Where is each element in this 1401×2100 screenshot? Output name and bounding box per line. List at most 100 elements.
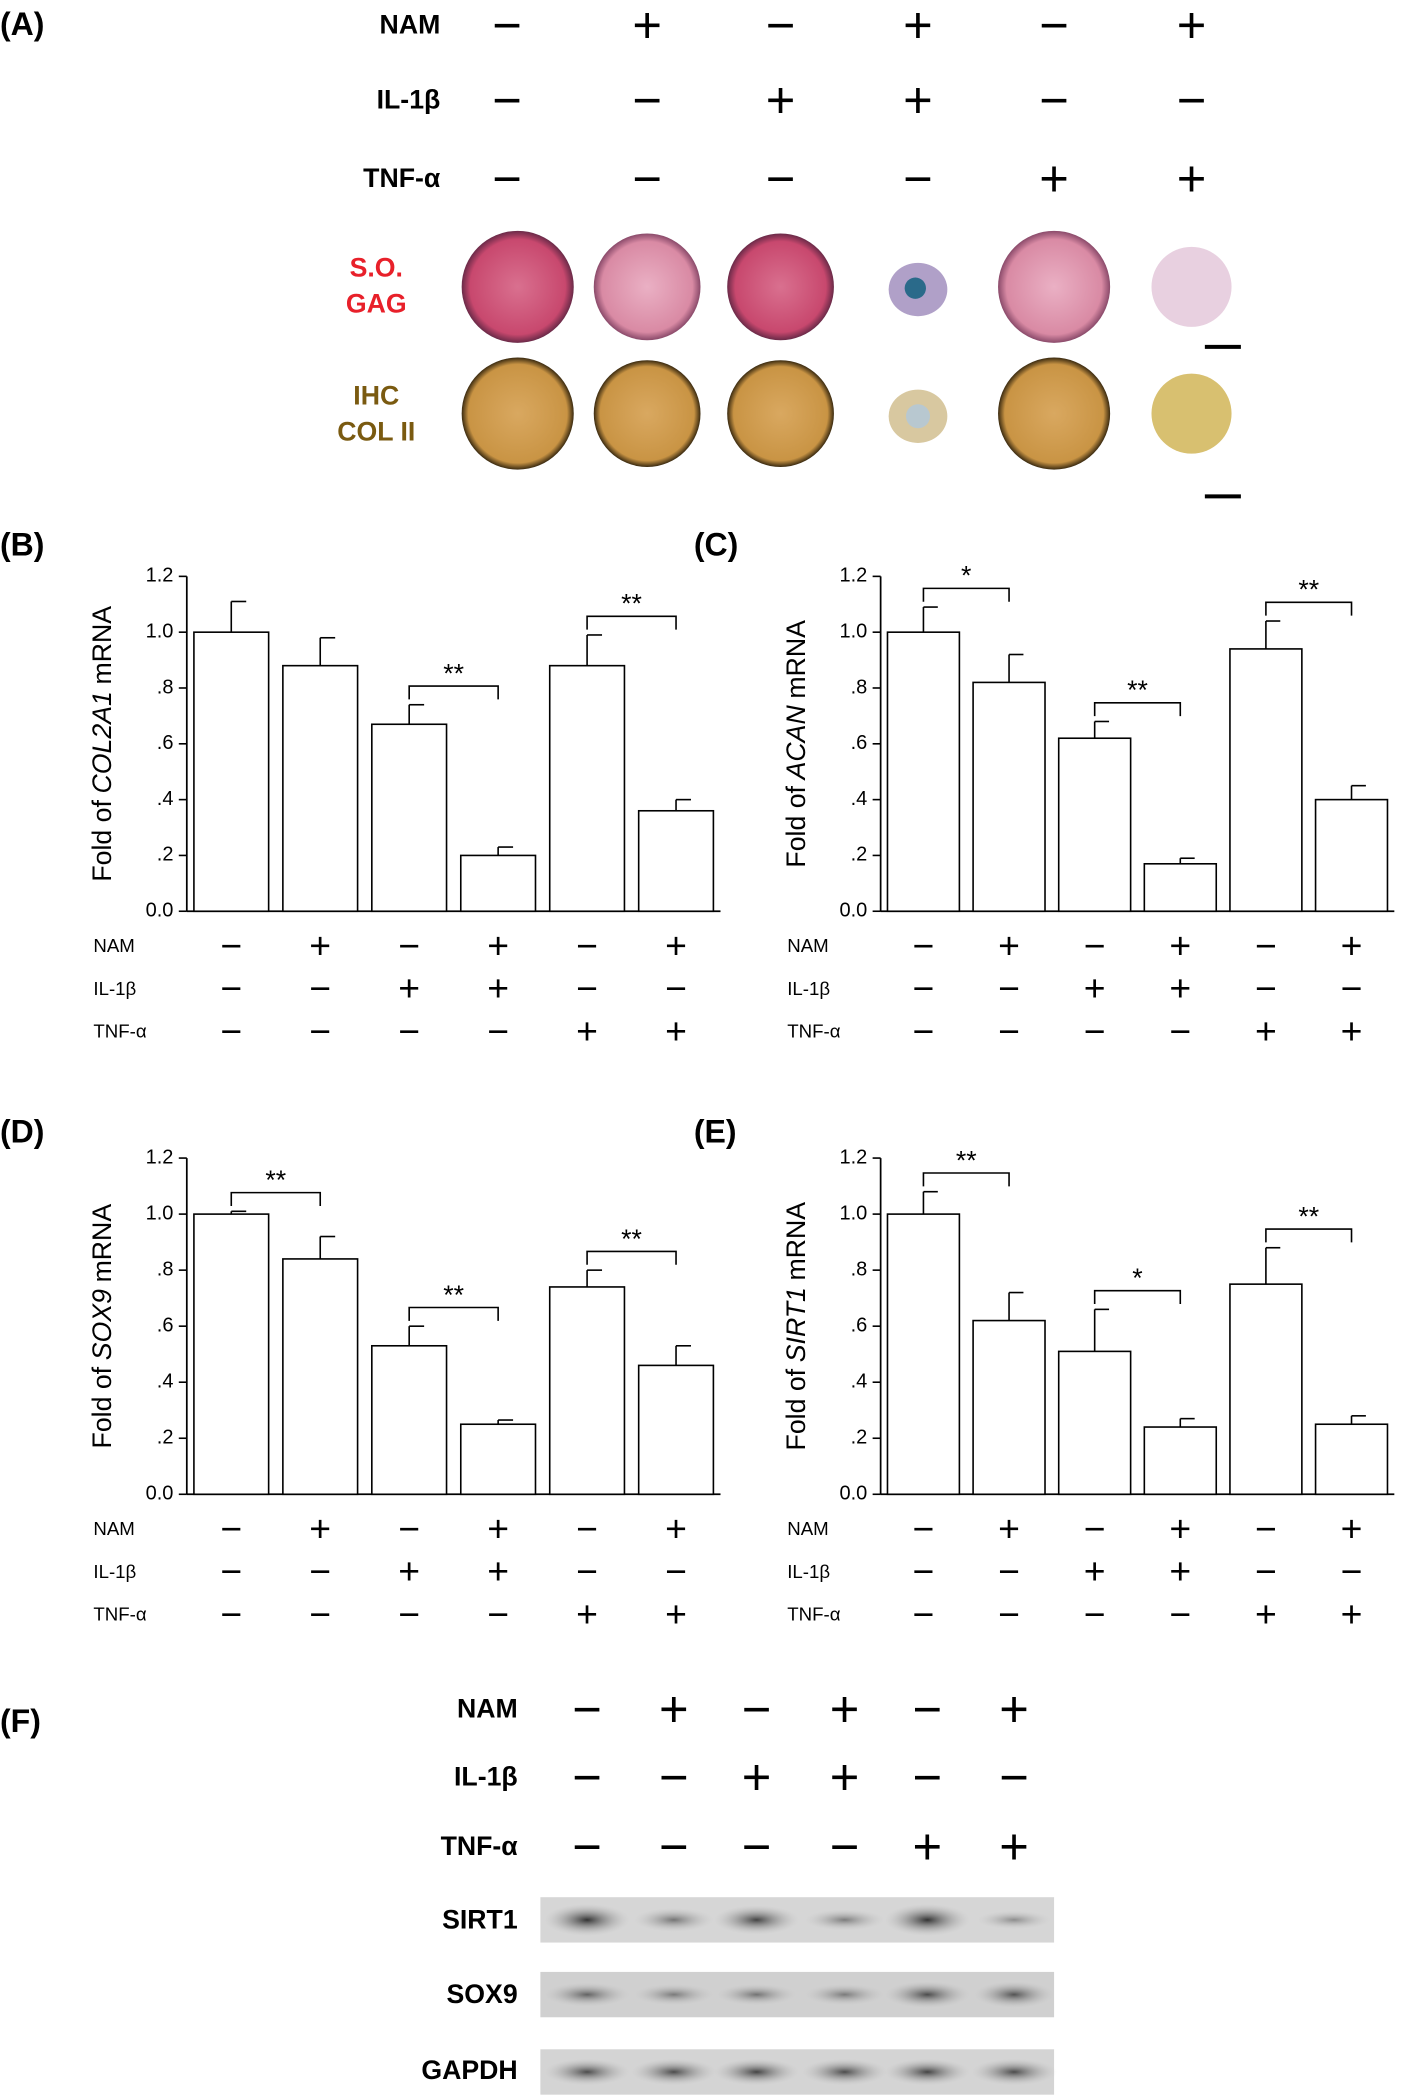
panel-label: (B) (0, 526, 44, 562)
y-label-gene: SOX9 (87, 1289, 117, 1360)
y-tick-label: 1.0 (146, 1202, 174, 1224)
sign: − (1341, 967, 1363, 1009)
condition-label: TNF-α (93, 1021, 146, 1042)
bar (371, 723, 448, 913)
sign: + (665, 1593, 687, 1635)
band (884, 1903, 971, 1936)
bar (193, 631, 270, 913)
row-label: NAM (380, 10, 441, 40)
sign: − (659, 1749, 689, 1806)
bar (972, 1319, 1046, 1496)
stain-image (998, 230, 1111, 343)
sign: + (903, 71, 933, 128)
significance-bracket (1265, 1228, 1353, 1243)
y-axis-label: Fold of SOX9 mRNA (87, 1204, 117, 1449)
sign: + (998, 924, 1020, 966)
bar (193, 1213, 270, 1496)
sign: − (398, 1010, 420, 1052)
significance-bracket (586, 615, 677, 630)
y-label-suffix: mRNA (781, 620, 811, 699)
sign: − (998, 1010, 1020, 1052)
significance-label: ** (1298, 1201, 1319, 1231)
sign: − (309, 1550, 331, 1592)
sign: + (309, 924, 331, 966)
sign: − (398, 1507, 420, 1549)
sign: − (913, 1010, 935, 1052)
sign: + (1341, 1010, 1363, 1052)
sign: − (572, 1818, 602, 1875)
condition-label: NAM (787, 935, 828, 956)
sign: + (487, 1507, 509, 1549)
sign: + (1169, 924, 1191, 966)
sign: − (220, 967, 242, 1009)
sign: − (572, 1749, 602, 1806)
sign: − (1255, 967, 1277, 1009)
sign: − (1084, 1593, 1106, 1635)
sign: − (913, 1550, 935, 1592)
sign: − (913, 924, 935, 966)
significance-label: ** (443, 1280, 464, 1310)
y-label-prefix: Fold of (87, 1366, 117, 1448)
significance-label: ** (1127, 675, 1148, 705)
significance-bracket (408, 685, 499, 700)
stain-image (727, 360, 834, 467)
y-tick-label: 1.2 (839, 1146, 867, 1168)
y-tick-label: 1.2 (146, 1146, 174, 1168)
sign: − (766, 0, 796, 54)
sign: + (1169, 1507, 1191, 1549)
sign: − (903, 150, 933, 207)
sign: + (576, 1593, 598, 1635)
stain-image (998, 357, 1111, 470)
stain-image (593, 233, 701, 341)
row-label: NAM (457, 1693, 518, 1723)
panel-label: (C) (694, 526, 738, 562)
band (633, 1983, 714, 2006)
sign: − (309, 1010, 331, 1052)
y-tick-label: .2 (851, 844, 868, 866)
row-label: TNF-α (441, 1831, 519, 1861)
sign: + (632, 0, 662, 54)
y-tick-label: 1.0 (839, 620, 867, 642)
sign: + (766, 71, 796, 128)
sign: − (220, 1550, 242, 1592)
sign: − (398, 924, 420, 966)
band (804, 1909, 885, 1931)
sign: + (1255, 1593, 1277, 1635)
band (804, 1983, 885, 2006)
bar (548, 664, 626, 913)
significance-label: ** (1298, 575, 1319, 605)
sign: − (487, 1010, 509, 1052)
bar (371, 1344, 448, 1496)
sign: + (999, 1680, 1029, 1737)
panel-label: (F) (0, 1703, 41, 1739)
sign: + (1255, 1010, 1277, 1052)
y-tick-label: .4 (157, 1370, 174, 1392)
sign: − (220, 924, 242, 966)
band (633, 1907, 714, 1932)
sign: + (1341, 1507, 1363, 1549)
sign: − (913, 1749, 943, 1806)
sign: − (830, 1818, 860, 1875)
blot-label: SIRT1 (442, 1904, 518, 1934)
sign: − (1169, 1010, 1191, 1052)
band (713, 2058, 800, 2086)
band (801, 2058, 888, 2086)
bar (637, 809, 715, 913)
bar (1229, 1283, 1303, 1496)
bar (886, 1213, 961, 1496)
sign: + (1341, 924, 1363, 966)
band (544, 1903, 630, 1936)
y-tick-label: .8 (851, 1258, 868, 1280)
y-tick-label: 0.0 (839, 900, 867, 922)
sign: − (1084, 1507, 1106, 1549)
sign: − (492, 71, 522, 128)
y-tick-label: 0.0 (839, 1483, 867, 1505)
sign: − (1177, 71, 1207, 128)
band (884, 1981, 971, 2008)
sign: − (632, 71, 662, 128)
sign: − (998, 1550, 1020, 1592)
bar (1143, 863, 1218, 913)
sign: + (999, 1818, 1029, 1875)
sign: − (572, 1680, 602, 1737)
